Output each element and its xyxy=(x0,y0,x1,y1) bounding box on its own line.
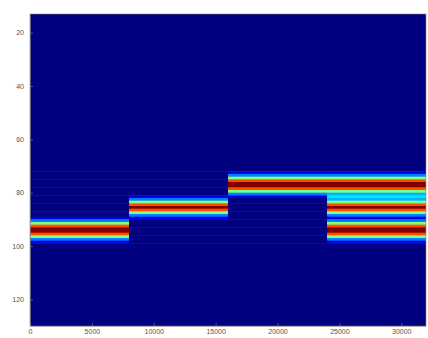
tick-label: 10000 xyxy=(145,328,165,335)
tick-label: 15000 xyxy=(206,328,226,335)
tick-label: 80 xyxy=(16,189,24,196)
tick: 30000 xyxy=(392,323,412,335)
tick-label: 30000 xyxy=(392,328,412,335)
tick-mark xyxy=(216,323,217,326)
tick: 20 xyxy=(16,29,33,36)
tick: 60 xyxy=(16,136,33,143)
tick-label: 25000 xyxy=(330,328,350,335)
tick-mark xyxy=(92,323,93,326)
tick-mark xyxy=(30,299,33,300)
heat-cell xyxy=(30,14,130,167)
heat-cell xyxy=(129,14,229,167)
tick: 80 xyxy=(16,189,33,196)
tick-label: 0 xyxy=(29,328,33,335)
tick-label: 20 xyxy=(16,29,24,36)
tick-mark xyxy=(30,33,33,34)
tick-label: 60 xyxy=(16,136,24,143)
tick-mark xyxy=(339,323,340,326)
tick-mark xyxy=(401,323,402,326)
tick-label: 5000 xyxy=(85,328,101,335)
tick-label: 20000 xyxy=(268,328,288,335)
heat-cell xyxy=(327,14,426,167)
tick: 40 xyxy=(16,83,33,90)
tick-mark xyxy=(278,323,279,326)
tick: 20000 xyxy=(268,323,288,335)
tick: 5000 xyxy=(85,323,101,335)
tick-label: 120 xyxy=(12,296,24,303)
heat-cell xyxy=(129,246,229,326)
chart: 0 5000 10000 15000 20000 25000 30000 20 40 60 80 10… xyxy=(0,0,428,338)
heat-cell xyxy=(327,246,426,326)
tick: 15000 xyxy=(206,323,226,335)
tick-mark xyxy=(30,193,33,194)
tick-label: 100 xyxy=(12,243,24,250)
plot: 0 5000 10000 15000 20000 25000 30000 20 40 60 80 10… xyxy=(12,14,426,335)
tick: 10000 xyxy=(145,323,165,335)
tick: 25000 xyxy=(330,323,350,335)
x-axis: 0 5000 10000 15000 20000 25000 30000 xyxy=(29,323,427,335)
plot-frame xyxy=(30,14,426,326)
tick-mark xyxy=(154,323,155,326)
heat-cell xyxy=(228,246,328,326)
tick-mark xyxy=(30,139,33,140)
heat-cell xyxy=(228,14,328,167)
heat-cell xyxy=(30,246,130,326)
tick-label: 40 xyxy=(16,83,24,90)
cells xyxy=(30,14,426,326)
tick-mark xyxy=(30,86,33,87)
tick-mark xyxy=(30,246,33,247)
